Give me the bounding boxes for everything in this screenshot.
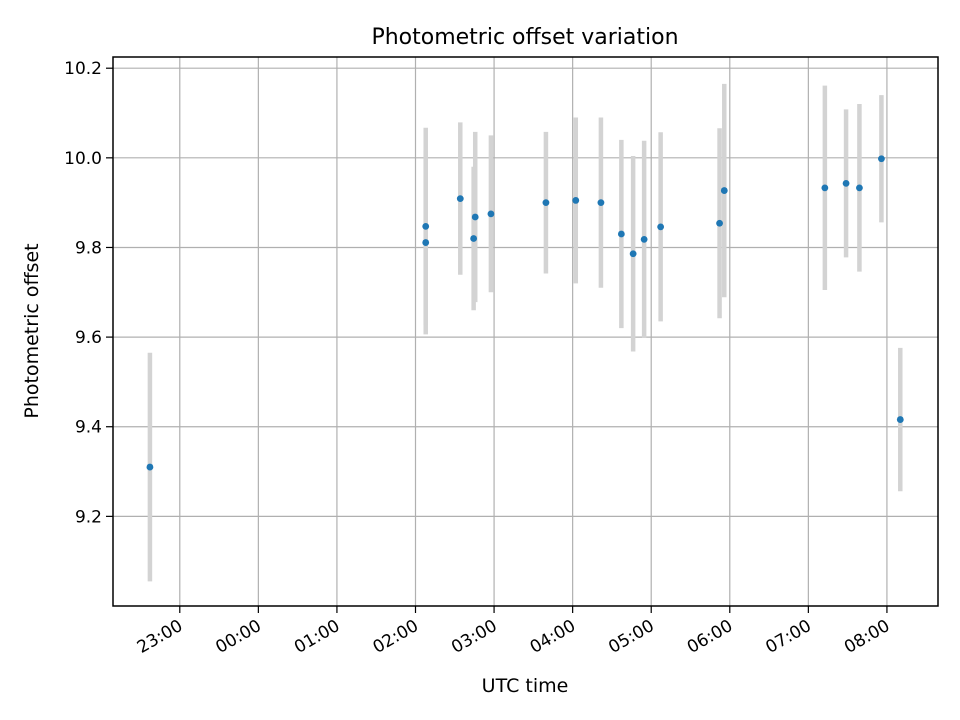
data-point [640,236,648,243]
data-point [617,230,625,238]
data-points [146,155,904,471]
data-point [657,223,665,231]
data-point [856,184,863,192]
data-point [720,187,728,194]
y-tick-label: 10.2 [64,59,102,79]
data-point [422,239,430,246]
data-point [842,179,850,187]
data-point [716,219,723,227]
plot-frame [112,56,939,607]
data-point [542,199,550,207]
y-tick-label: 9.8 [75,238,102,258]
y-axis-ticks: 9.2 9.4 9.6 9.8 10.0 10.2 [64,59,113,527]
chart-title: Photometric offset variation [371,25,678,50]
y-tick-label: 9.2 [75,507,102,527]
grid [113,57,938,606]
data-point [470,235,478,242]
y-tick-label: 10.0 [64,149,102,169]
x-axis-label: UTC time [482,675,569,697]
data-point [878,155,885,163]
y-tick-label: 9.4 [75,418,102,438]
y-axis-label: Photometric offset [21,243,43,418]
data-point [422,223,430,230]
data-point [572,197,580,204]
data-point [821,184,829,192]
data-point [629,250,637,258]
data-point [896,416,904,423]
data-point [471,213,479,221]
data-point [146,463,154,471]
y-tick-label: 9.6 [75,328,102,348]
data-point [456,195,464,203]
data-point [487,210,495,218]
data-point [597,199,605,207]
